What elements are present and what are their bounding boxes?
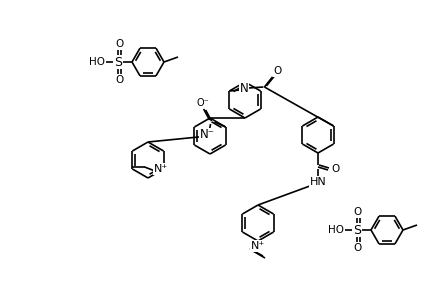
Text: N⁺: N⁺ xyxy=(251,241,265,251)
Text: HO: HO xyxy=(89,57,105,67)
Text: N⁻: N⁻ xyxy=(200,128,215,142)
Text: N⁺: N⁺ xyxy=(154,164,168,174)
Text: S: S xyxy=(353,224,361,237)
Text: O: O xyxy=(331,164,339,174)
Text: S: S xyxy=(114,55,122,69)
Text: O⁻: O⁻ xyxy=(196,98,209,108)
Text: O: O xyxy=(273,66,281,76)
Text: HO: HO xyxy=(328,225,344,235)
Text: N: N xyxy=(240,81,249,94)
Text: O: O xyxy=(115,75,123,85)
Text: O: O xyxy=(115,39,123,49)
Text: HN: HN xyxy=(310,177,326,187)
Text: O: O xyxy=(354,243,362,253)
Text: O: O xyxy=(354,207,362,217)
